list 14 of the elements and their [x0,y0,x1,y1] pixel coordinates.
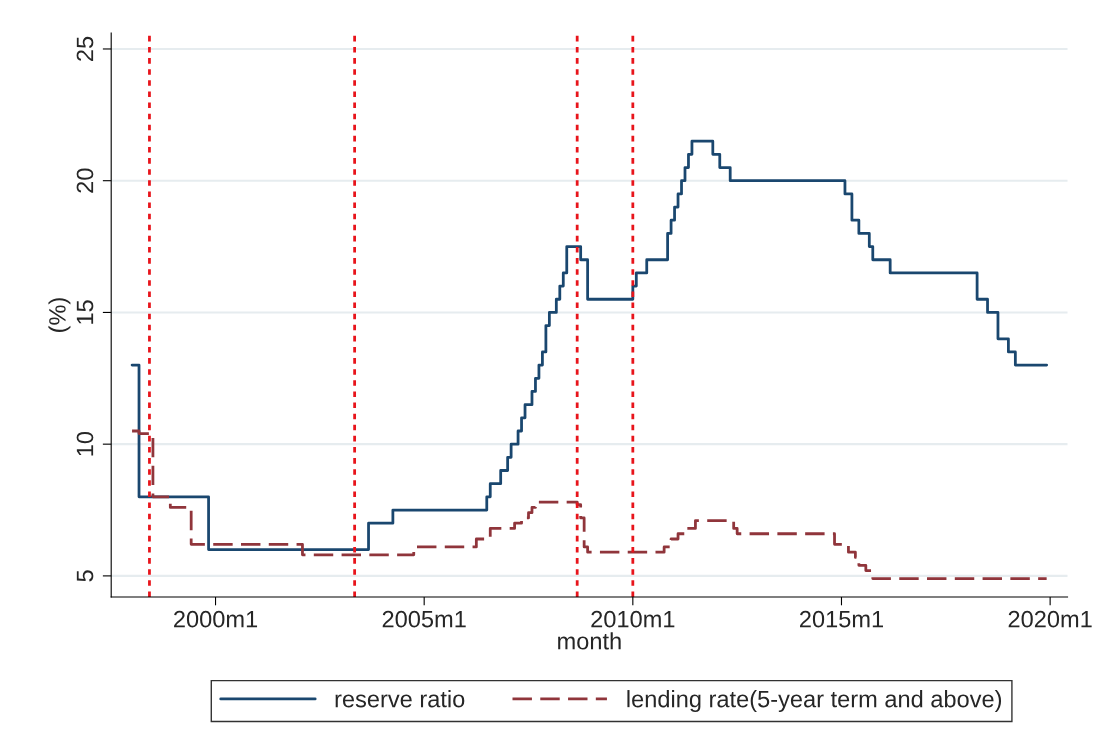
x-axis-title: month [558,632,621,650]
x-tick-label: 2000m1 [174,610,258,628]
y-tick-label: 15 [76,300,94,324]
legend-label: reserve ratio [335,690,465,708]
y-axis-title: (%) [48,298,71,332]
x-tick-label: 2020m1 [1008,610,1092,628]
x-tick-label: 2005m1 [382,610,466,628]
legend-label: lending rate(5-year term and above) [627,690,1002,713]
y-tick-label: 25 [76,36,94,61]
x-tick-label: 2010m1 [591,610,675,628]
y-tick-label: 5 [76,570,94,582]
y-tick-label: 10 [76,431,94,456]
x-tick-label: 2015m1 [800,610,883,628]
y-tick-label: 20 [76,168,94,193]
